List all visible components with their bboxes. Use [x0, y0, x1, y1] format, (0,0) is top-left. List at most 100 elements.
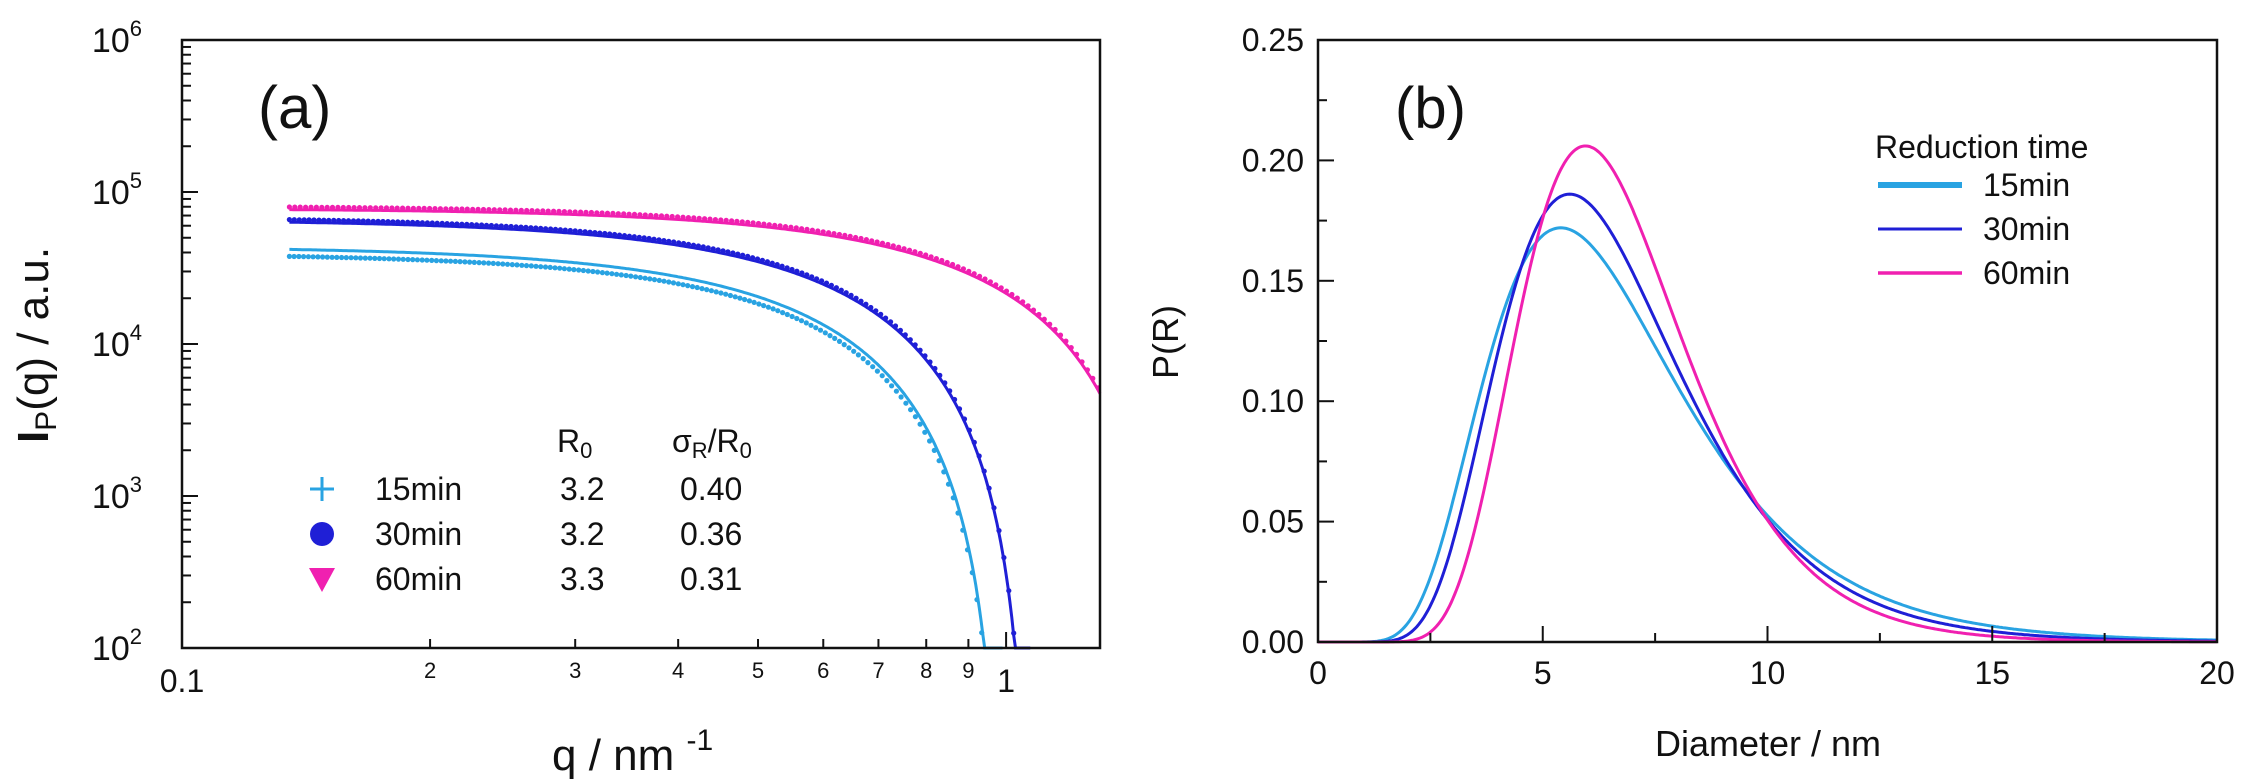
data-point	[971, 271, 977, 277]
data-point	[939, 257, 945, 264]
data-point	[454, 206, 460, 212]
x-tick-label: 4	[672, 658, 684, 683]
data-point	[815, 228, 821, 234]
legend-series-name: 15min	[375, 471, 462, 507]
data-point	[462, 259, 468, 265]
data-point	[955, 510, 961, 516]
data-point	[319, 204, 325, 210]
data-point	[927, 438, 933, 444]
data-point	[737, 295, 743, 301]
data-point	[789, 313, 795, 320]
panel-b-y-axis: 0.00 0.05 0.10 0.15 0.20 0.25	[1242, 22, 1334, 660]
x-tick-label: 2	[424, 658, 436, 683]
legend-header-sigma-ratio: σR/R0	[672, 423, 752, 463]
data-point	[777, 223, 783, 229]
data-point	[809, 274, 815, 280]
data-point	[917, 347, 923, 353]
data-point	[908, 407, 914, 413]
x-tick-label: 15	[1974, 655, 2010, 691]
data-point	[720, 248, 726, 254]
data-point	[820, 229, 826, 235]
data-point	[557, 227, 564, 233]
panel-a-y-axis-title-main: I	[9, 431, 58, 443]
data-point	[523, 224, 529, 230]
data-point	[947, 388, 953, 394]
y-tick-label: 104	[92, 320, 142, 364]
data-point	[533, 263, 539, 269]
data-point	[518, 224, 524, 230]
data-point	[1001, 555, 1007, 561]
data-point	[858, 235, 864, 242]
data-point	[690, 242, 697, 248]
data-point	[799, 226, 805, 232]
data-point	[858, 298, 864, 304]
data-point	[334, 254, 340, 260]
panel-b-legend-rows: 15min 30min 60min	[1878, 167, 2070, 291]
data-point	[301, 254, 307, 260]
data-point	[813, 325, 819, 331]
data-point	[1014, 295, 1020, 301]
y-tick-label: 0.00	[1242, 624, 1304, 660]
data-point	[917, 250, 923, 256]
data-point	[1036, 311, 1042, 318]
data-point	[879, 240, 886, 246]
data-point	[723, 291, 729, 297]
data-point	[395, 219, 401, 225]
data-point	[956, 406, 963, 412]
data-point	[772, 222, 778, 228]
data-point	[607, 231, 613, 237]
data-point	[712, 217, 719, 223]
data-point	[389, 205, 395, 211]
data-point	[633, 274, 639, 280]
data-point	[694, 284, 700, 291]
data-point	[410, 219, 416, 225]
panel-a-y-axis-title: IP(q) / a.u.	[9, 247, 63, 443]
data-point	[469, 222, 475, 228]
data-point	[1052, 326, 1058, 333]
data-point	[346, 204, 352, 211]
data-point	[903, 400, 909, 406]
data-point	[424, 220, 430, 226]
data-point	[631, 234, 637, 240]
data-point	[966, 268, 972, 274]
data-point	[955, 264, 961, 270]
data-point	[552, 226, 559, 232]
data-point	[329, 254, 335, 260]
data-point	[853, 295, 859, 301]
panel-a-x-axis-title-main: q / nm	[552, 731, 674, 780]
data-point	[432, 206, 438, 212]
data-point	[653, 213, 659, 219]
data-point	[794, 268, 800, 274]
data-point	[863, 301, 869, 307]
data-point	[675, 281, 681, 287]
data-point	[519, 262, 525, 268]
panel-a-label: (a)	[258, 74, 331, 141]
data-point	[1030, 307, 1037, 313]
data-point	[390, 219, 396, 225]
data-point	[370, 218, 376, 224]
legend-series-name: 30min	[375, 516, 462, 552]
data-point	[631, 211, 638, 217]
data-point	[341, 218, 347, 224]
data-point	[615, 211, 621, 217]
data-point	[502, 207, 508, 213]
x-tick-label: 8	[920, 658, 932, 683]
data-point	[438, 258, 444, 264]
data-point	[661, 238, 667, 244]
data-point	[885, 241, 891, 248]
data-point	[670, 280, 677, 286]
panel-a-curves	[286, 204, 1102, 650]
data-point	[1063, 338, 1069, 344]
data-point	[814, 276, 820, 282]
y-tick-label-base: 10	[92, 478, 130, 516]
data-point	[561, 209, 568, 215]
data-point	[979, 630, 985, 636]
y-tick-label: 102	[92, 624, 142, 668]
data-point	[475, 206, 481, 212]
data-point	[437, 206, 443, 212]
data-point	[874, 239, 880, 245]
y-tick-label: 0.25	[1242, 22, 1304, 58]
data-point	[504, 261, 511, 267]
data-point	[729, 218, 735, 224]
data-point	[685, 215, 692, 221]
